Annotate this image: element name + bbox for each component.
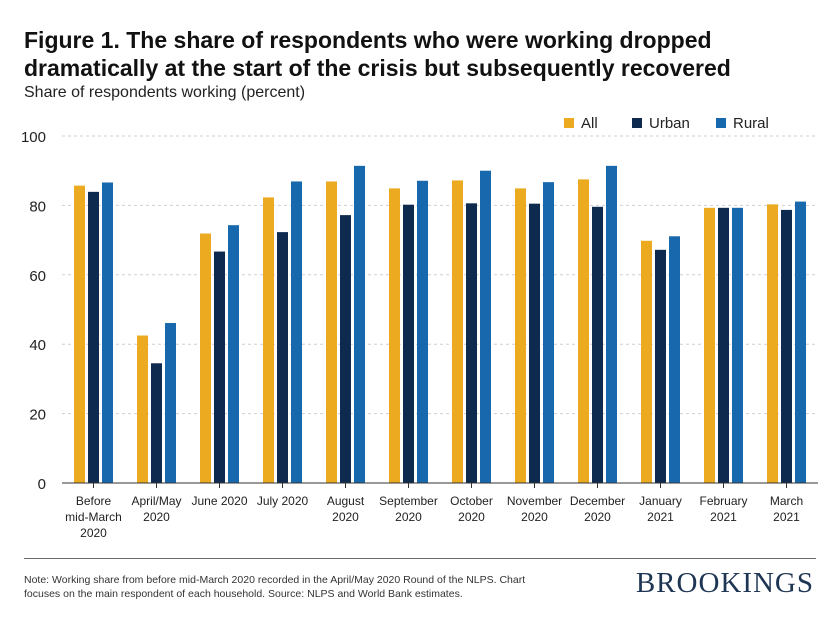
bar-urban-8 bbox=[592, 206, 603, 483]
legend-swatch-all bbox=[564, 118, 574, 128]
bar-urban-4 bbox=[340, 215, 351, 483]
y-gridlines bbox=[62, 135, 818, 415]
footnote-line-2: focuses on the main respondent of each h… bbox=[24, 588, 463, 600]
chart-title-line-2: dramatically at the start of the crisis … bbox=[24, 55, 731, 81]
x-tick-label-10: February 2021 bbox=[699, 494, 747, 524]
bar-rural-0 bbox=[102, 182, 113, 484]
y-tick-label-0: 0 bbox=[38, 476, 46, 493]
brookings-logo: BROOKINGS bbox=[635, 567, 814, 599]
y-axis-ticks: 0 20 40 60 80 100 bbox=[21, 129, 46, 493]
x-tick-label-3: July 2020 bbox=[257, 494, 309, 508]
bar-all-3 bbox=[263, 197, 274, 483]
bar-rural-10 bbox=[732, 207, 743, 484]
bar-all-5 bbox=[389, 188, 400, 483]
bar-rural-8 bbox=[606, 165, 617, 484]
bar-urban-3 bbox=[277, 232, 288, 483]
footnote-line-1: Note: Working share from before mid-Marc… bbox=[24, 574, 526, 586]
bar-all-0 bbox=[74, 185, 85, 483]
bar-all-9 bbox=[641, 240, 652, 483]
bar-all-8 bbox=[578, 179, 589, 483]
legend-swatch-urban bbox=[632, 118, 642, 128]
x-tick-label-11: March 2021 bbox=[770, 494, 803, 524]
bar-urban-10 bbox=[718, 207, 729, 484]
chart-title-line-1: Figure 1. The share of respondents who w… bbox=[24, 27, 712, 53]
bar-urban-2 bbox=[214, 251, 225, 483]
bar-urban-6 bbox=[466, 203, 477, 483]
legend-swatch-rural bbox=[716, 118, 726, 128]
bar-all-11 bbox=[767, 204, 778, 483]
x-tick-label-9: January 2021 bbox=[639, 494, 682, 524]
bar-urban-7 bbox=[529, 203, 540, 484]
bar-urban-1 bbox=[151, 363, 162, 483]
y-tick-label-100: 100 bbox=[21, 129, 46, 146]
bar-urban-5 bbox=[403, 204, 414, 483]
bar-all-1 bbox=[137, 335, 148, 483]
bar-all-10 bbox=[704, 207, 715, 484]
bar-rural-3 bbox=[291, 181, 302, 483]
bar-rural-1 bbox=[165, 323, 176, 483]
bars bbox=[74, 165, 806, 484]
x-tick-label-0: Before mid-March 2020 bbox=[65, 494, 122, 540]
bar-all-4 bbox=[326, 181, 337, 483]
bar-urban-0 bbox=[88, 191, 99, 483]
footnote: Note: Working share from before mid-Marc… bbox=[24, 573, 614, 601]
bar-all-6 bbox=[452, 180, 463, 483]
bar-rural-9 bbox=[669, 236, 680, 483]
x-tick-label-4: August 2020 bbox=[327, 494, 365, 524]
x-tick-label-1: April/May 2020 bbox=[131, 494, 181, 524]
y-tick-label-80: 80 bbox=[29, 198, 46, 215]
x-tick-label-5: September 2020 bbox=[379, 494, 438, 524]
x-tick-label-7: November 2020 bbox=[507, 494, 562, 524]
bar-all-2 bbox=[200, 233, 211, 483]
legend: All Urban Rural bbox=[564, 115, 769, 132]
bar-rural-5 bbox=[417, 180, 428, 483]
bar-all-7 bbox=[515, 188, 526, 483]
x-tick-label-8: December 2020 bbox=[570, 494, 625, 524]
footer-divider bbox=[24, 558, 816, 559]
y-tick-label-60: 60 bbox=[29, 268, 46, 285]
chart-title: Figure 1. The share of respondents who w… bbox=[24, 26, 824, 82]
y-tick-label-20: 20 bbox=[29, 407, 46, 424]
y-tick-label-40: 40 bbox=[29, 337, 46, 354]
bar-rural-7 bbox=[543, 182, 554, 483]
legend-label-rural: Rural bbox=[733, 115, 769, 132]
x-tick-label-2: June 2020 bbox=[191, 494, 247, 508]
legend-label-all: All bbox=[581, 115, 598, 132]
bar-rural-11 bbox=[795, 201, 806, 483]
chart-subtitle: Share of respondents working (percent) bbox=[24, 84, 306, 101]
legend-label-urban: Urban bbox=[649, 115, 690, 132]
bar-chart: 0 20 40 60 80 100 Before mid-March 2020 April/Ma… bbox=[21, 115, 818, 540]
x-axis-labels: Before mid-March 2020 April/May 2020 June 202… bbox=[65, 483, 803, 540]
bar-rural-4 bbox=[354, 165, 365, 484]
x-tick-label-6: October 2020 bbox=[450, 494, 493, 524]
bar-rural-6 bbox=[480, 170, 491, 483]
bar-rural-2 bbox=[228, 225, 239, 483]
bar-urban-9 bbox=[655, 249, 666, 483]
bar-urban-11 bbox=[781, 209, 792, 483]
